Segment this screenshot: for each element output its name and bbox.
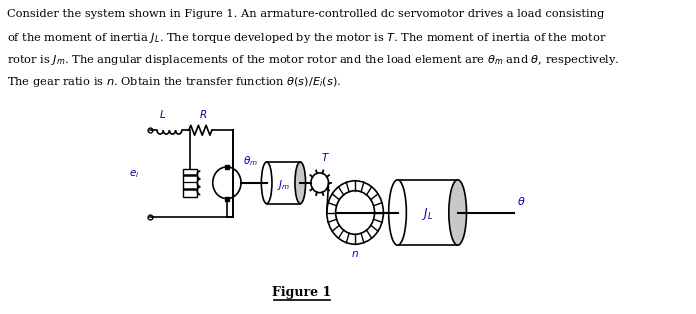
- Text: $R$: $R$: [199, 108, 207, 120]
- Text: $n$: $n$: [351, 249, 359, 259]
- Text: rotor is $J_m$. The angular displacements of the motor rotor and the load elemen: rotor is $J_m$. The angular displacement…: [7, 53, 619, 67]
- Circle shape: [335, 191, 374, 234]
- Circle shape: [213, 167, 241, 199]
- Bar: [267, 162, 300, 203]
- Text: Figure 1: Figure 1: [272, 286, 332, 299]
- Ellipse shape: [449, 180, 466, 245]
- Text: $T$: $T$: [321, 151, 330, 163]
- Text: $\theta_m$: $\theta_m$: [243, 154, 258, 168]
- Ellipse shape: [262, 162, 272, 203]
- Text: $e_i$: $e_i$: [129, 168, 139, 180]
- Bar: [182, 169, 197, 197]
- Text: The gear ratio is $n$. Obtain the transfer function $\theta(s)/E_i(s)$.: The gear ratio is $n$. Obtain the transf…: [7, 75, 341, 89]
- Text: of the moment of inertia $J_L$. The torque developed by the motor is $T$. The mo: of the moment of inertia $J_L$. The torq…: [7, 31, 606, 45]
- Circle shape: [327, 181, 383, 244]
- Bar: [397, 180, 458, 245]
- Ellipse shape: [388, 180, 406, 245]
- Text: $J_m$: $J_m$: [277, 178, 290, 192]
- Text: $J_L$: $J_L$: [422, 207, 434, 223]
- Circle shape: [311, 173, 329, 193]
- Text: Consider the system shown in Figure 1. An armature-controlled dc servomotor driv: Consider the system shown in Figure 1. A…: [7, 9, 604, 19]
- Ellipse shape: [295, 162, 306, 203]
- Text: $\theta$: $\theta$: [517, 195, 525, 207]
- Text: $L$: $L$: [159, 108, 166, 120]
